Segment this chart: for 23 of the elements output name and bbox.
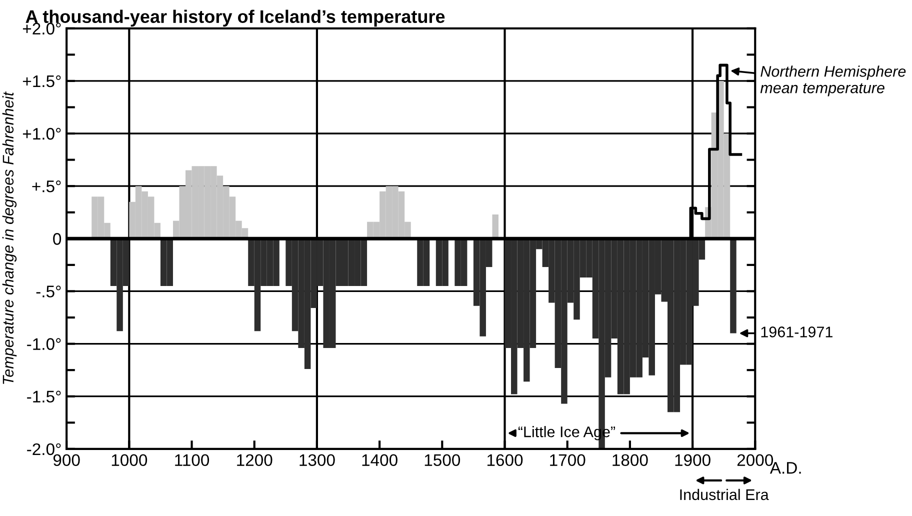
y-tick-label: +.5° <box>32 180 61 192</box>
y-tick-label: 0 <box>53 233 62 245</box>
y-tick-label: -1.0° <box>27 338 61 350</box>
x-tick-label: 1100 <box>175 454 210 466</box>
x-tick-label: 1800 <box>612 454 648 466</box>
x-tick-label: 1000 <box>112 454 148 466</box>
y-tick-label: -.5° <box>36 286 61 298</box>
x-tick-label: 1500 <box>424 454 460 466</box>
annotation: 1961-1971 <box>761 326 832 338</box>
x-tick-label: 1700 <box>550 454 586 466</box>
x-tick-label: 1900 <box>675 454 710 466</box>
annotation: Northern Hemisphere mean temperature <box>760 66 906 96</box>
x-tick-label: 1600 <box>487 454 523 466</box>
y-tick-label: +1.0° <box>22 128 61 140</box>
x-tick-label: 1300 <box>300 454 335 466</box>
y-tick-label: -1.5° <box>27 390 61 403</box>
x-tick-label: 1400 <box>362 454 398 466</box>
y-tick-label: +1.5° <box>22 75 61 88</box>
y-tick-label: -2.0° <box>27 443 61 456</box>
x-tick-label: 900 <box>53 454 80 466</box>
text: Industrial Era <box>680 488 769 500</box>
y-axis-title: Temperature change in degrees Fahrenheit <box>2 91 17 384</box>
x-tick-label: 1200 <box>237 454 272 466</box>
